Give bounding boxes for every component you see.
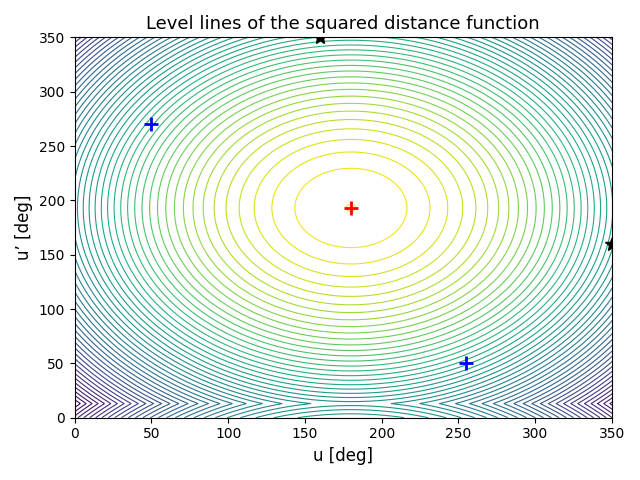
- X-axis label: u [deg]: u [deg]: [313, 447, 373, 465]
- Y-axis label: u’ [deg]: u’ [deg]: [15, 195, 33, 260]
- Title: Level lines of the squared distance function: Level lines of the squared distance func…: [147, 15, 540, 33]
